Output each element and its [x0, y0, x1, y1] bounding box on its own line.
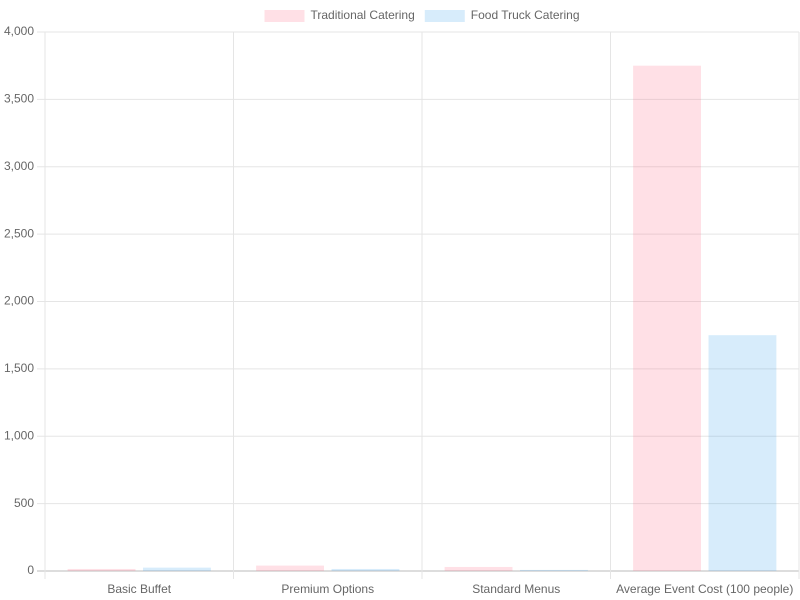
y-tick-label: 2,000: [4, 294, 34, 308]
bar: [708, 335, 777, 571]
x-tick-label: Average Event Cost (100 people): [616, 582, 793, 596]
y-tick-label: 0: [27, 563, 34, 577]
y-tick-label: 3,500: [4, 92, 34, 106]
bar: [331, 568, 400, 571]
bar: [633, 65, 701, 571]
legend-label: Food Truck Catering: [471, 8, 580, 22]
y-tick-label: 1,000: [4, 428, 34, 442]
bar: [67, 568, 136, 571]
y-tick-label: 500: [14, 496, 34, 510]
y-tick-label: 4,000: [4, 24, 34, 38]
y-tick-label: 3,000: [4, 159, 34, 173]
bar: [256, 565, 324, 571]
x-tick-label: Premium Options: [281, 582, 374, 596]
legend-swatch[interactable]: [424, 10, 465, 22]
x-tick-label: Basic Buffet: [107, 582, 171, 596]
y-tick-label: 1,500: [4, 361, 34, 375]
bar: [444, 566, 513, 571]
x-tick-label: Standard Menus: [472, 582, 560, 596]
legend-swatch[interactable]: [264, 10, 305, 22]
legend-label: Traditional Catering: [311, 8, 415, 22]
bar: [143, 567, 211, 571]
bar: [520, 569, 588, 571]
y-tick-label: 2,500: [4, 226, 34, 240]
